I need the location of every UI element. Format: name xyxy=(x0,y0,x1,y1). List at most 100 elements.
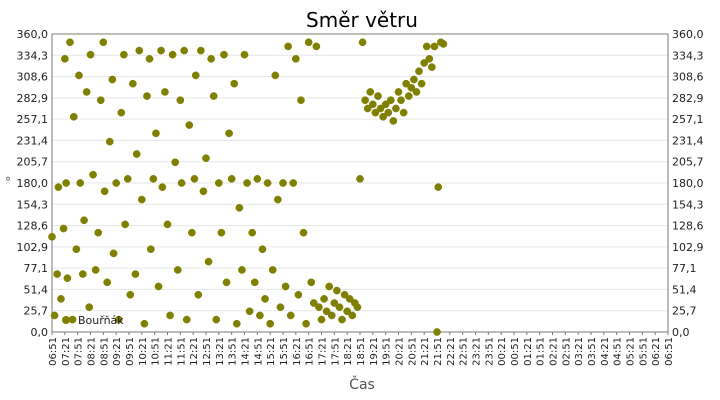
data-point xyxy=(294,290,303,299)
data-point xyxy=(202,154,210,163)
y-tick-label: 154,3 xyxy=(17,198,49,211)
data-point xyxy=(340,290,349,299)
data-point xyxy=(263,179,272,187)
data-point xyxy=(146,245,155,254)
y-tick-label-right: 180,0 xyxy=(672,177,704,190)
data-point xyxy=(327,311,336,320)
data-point xyxy=(315,303,323,312)
data-point xyxy=(161,88,169,96)
data-point xyxy=(299,228,308,237)
data-point xyxy=(143,92,151,100)
x-tick-label: 23:21 xyxy=(472,337,483,366)
data-point xyxy=(72,245,81,254)
data-point xyxy=(338,315,346,324)
data-point xyxy=(376,104,385,113)
data-point xyxy=(217,228,226,237)
data-point xyxy=(381,100,390,109)
x-tick-label: 21:21 xyxy=(420,337,431,366)
x-tick-label: 00:21 xyxy=(497,337,508,366)
data-point xyxy=(389,117,398,125)
data-point xyxy=(62,179,70,187)
data-point xyxy=(404,92,413,100)
x-tick-label: 06:51 xyxy=(48,337,59,366)
data-point xyxy=(100,187,109,196)
data-point xyxy=(103,278,112,287)
x-tick-label: 02:51 xyxy=(561,337,572,366)
y-tick-label-right: 128,6 xyxy=(672,220,704,233)
data-point xyxy=(422,42,431,51)
y-tick-label-right: 154,3 xyxy=(672,198,704,211)
y-tick-label: 102,9 xyxy=(17,241,49,254)
legend-label: Bouřňák xyxy=(78,314,124,327)
data-point xyxy=(78,270,87,278)
data-point xyxy=(63,274,72,283)
data-point xyxy=(166,311,174,320)
data-point xyxy=(284,42,292,51)
y-tick-label: 334,3 xyxy=(17,49,49,62)
y-tick-label: 128,6 xyxy=(17,220,49,233)
data-point xyxy=(152,129,160,138)
data-point xyxy=(69,112,78,121)
data-point xyxy=(168,50,177,59)
data-point xyxy=(238,266,246,274)
x-tick-label: 20:51 xyxy=(407,337,418,366)
data-point xyxy=(209,92,218,100)
data-point xyxy=(330,299,339,307)
data-point xyxy=(207,54,215,63)
x-tick-label: 08:21 xyxy=(87,337,98,366)
y-tick-label-right: 360,0 xyxy=(672,28,704,41)
y-tick-label: 0,0 xyxy=(31,326,49,339)
data-point xyxy=(126,290,135,299)
data-point xyxy=(345,295,354,303)
data-point xyxy=(176,96,185,105)
x-tick-label: 16:51 xyxy=(305,337,316,366)
data-point xyxy=(108,75,117,84)
x-tick-label: 05:21 xyxy=(626,337,637,366)
data-point xyxy=(248,228,257,237)
data-point xyxy=(91,266,100,274)
data-point xyxy=(75,71,83,80)
data-point xyxy=(50,311,59,320)
x-tick-label: 13:21 xyxy=(215,337,226,366)
data-point xyxy=(304,38,313,47)
data-point xyxy=(171,158,180,167)
x-tick-label: 12:51 xyxy=(202,337,213,366)
data-point xyxy=(363,104,372,113)
data-point xyxy=(397,96,405,105)
x-axis: 06:51 07:21 07:51 08:21 08:51 09:21 09:51 10:21… xyxy=(48,332,675,366)
x-tick-label: 22:51 xyxy=(459,337,470,366)
data-point xyxy=(94,228,103,237)
x-tick-label: 14:21 xyxy=(241,337,252,366)
y-axis-label: ° xyxy=(5,175,11,189)
data-point xyxy=(250,278,259,287)
x-tick-label: 02:21 xyxy=(549,337,560,366)
x-tick-label: 04:51 xyxy=(613,337,624,366)
data-point xyxy=(105,137,114,146)
data-point xyxy=(68,315,77,324)
data-point xyxy=(253,175,262,183)
data-point xyxy=(407,83,416,92)
x-tick-label: 14:51 xyxy=(253,337,264,366)
data-point xyxy=(386,96,395,105)
data-point xyxy=(190,175,199,183)
data-point xyxy=(392,104,400,113)
data-point xyxy=(123,175,132,183)
data-point xyxy=(222,278,231,287)
data-point xyxy=(53,270,61,278)
data-point xyxy=(191,71,200,80)
y-tick-label-right: 102,9 xyxy=(672,241,704,254)
data-point xyxy=(335,303,344,312)
x-tick-label: 07:21 xyxy=(61,337,72,366)
y-tick-label-right: 25,7 xyxy=(672,305,697,318)
y-tick-label-right: 231,4 xyxy=(672,134,704,147)
data-point xyxy=(333,286,341,295)
data-point xyxy=(366,88,375,96)
data-point xyxy=(279,179,287,187)
y-tick-label-right: 77,1 xyxy=(672,262,697,275)
data-point xyxy=(266,319,275,328)
data-point xyxy=(135,46,144,55)
data-point xyxy=(109,249,118,258)
x-tick-label: 06:51 xyxy=(664,337,675,366)
data-point xyxy=(214,179,223,187)
